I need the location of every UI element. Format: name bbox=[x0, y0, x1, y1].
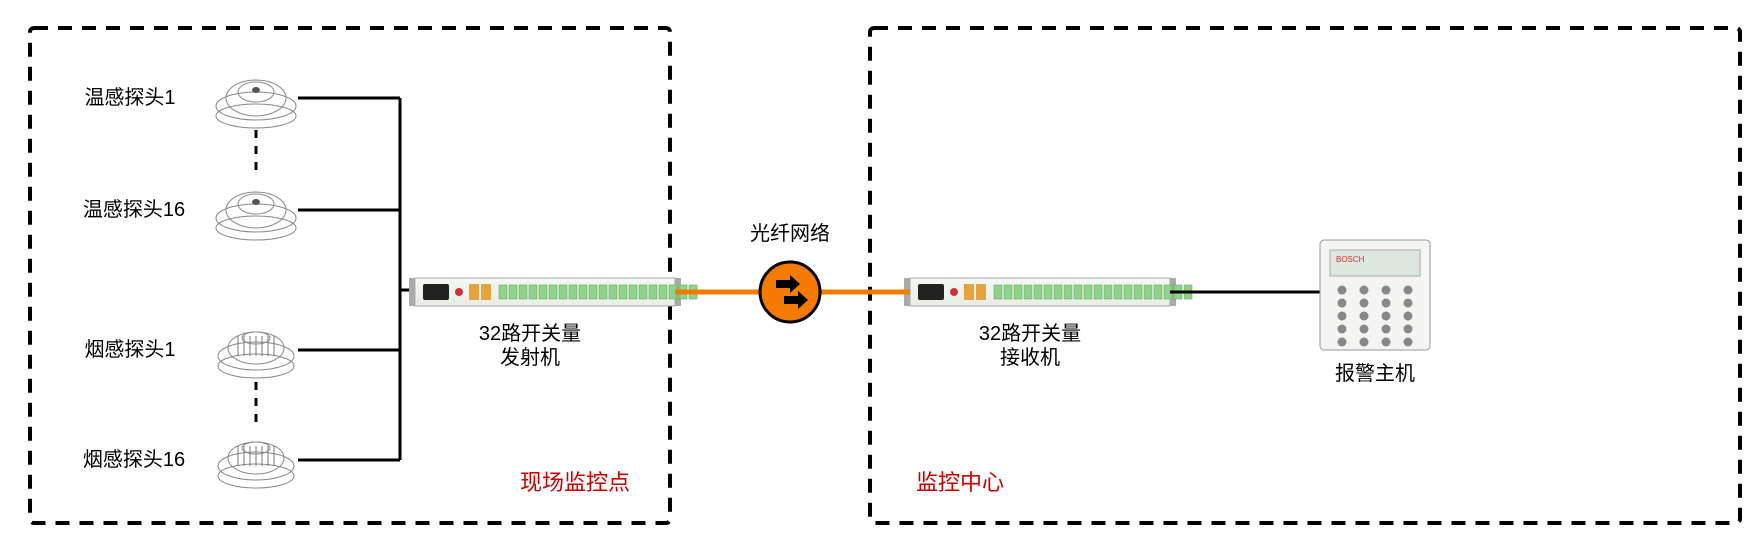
sensor-label: 烟感探头16 bbox=[83, 448, 185, 471]
sensor-label: 温感探头16 bbox=[83, 198, 185, 221]
fiber-label: 光纤网络 bbox=[750, 222, 830, 245]
transmitter-label2: 发射机 bbox=[500, 346, 560, 369]
center-title: 监控中心 bbox=[916, 470, 1004, 495]
sensor-label: 烟感探头1 bbox=[84, 338, 175, 361]
receiver-label1: 32路开关量 bbox=[979, 322, 1081, 345]
receiver bbox=[904, 278, 1192, 306]
svg-text:BOSCH: BOSCH bbox=[1336, 255, 1365, 264]
transmitter bbox=[409, 278, 697, 306]
receiver-label2: 接收机 bbox=[1000, 346, 1060, 369]
transmitter-label1: 32路开关量 bbox=[479, 322, 581, 345]
site-title: 现场监控点 bbox=[520, 470, 630, 495]
alarm-label: 报警主机 bbox=[1335, 362, 1415, 385]
fiber-node-icon bbox=[760, 262, 820, 322]
alarm-host-icon: BOSCH bbox=[1320, 240, 1430, 350]
sensor-label: 温感探头1 bbox=[84, 86, 175, 109]
